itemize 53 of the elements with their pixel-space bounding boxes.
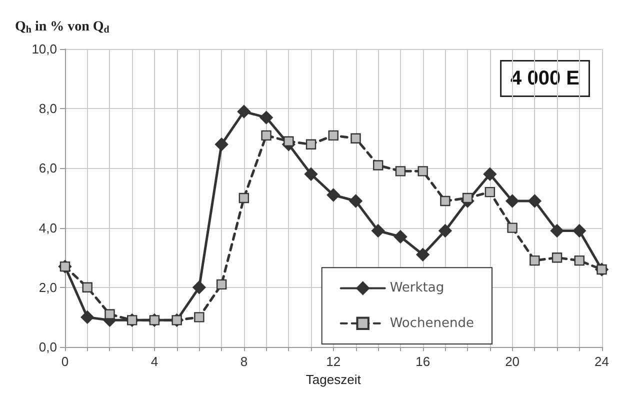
point <box>237 104 251 118</box>
point <box>194 312 204 322</box>
point <box>349 194 362 208</box>
point <box>418 166 428 176</box>
point <box>304 168 318 181</box>
point <box>530 255 540 266</box>
y-tick-label: 0,0 <box>38 340 57 354</box>
point <box>550 224 564 238</box>
point <box>104 309 115 320</box>
point <box>395 166 406 176</box>
point <box>238 192 250 204</box>
point <box>506 194 519 208</box>
point <box>261 130 272 141</box>
y-tick-label: 10,0 <box>32 42 57 56</box>
x-tick-label: 16 <box>416 354 430 369</box>
point <box>326 188 340 202</box>
point <box>484 186 496 198</box>
point <box>260 110 273 124</box>
x-tick-label: 20 <box>505 354 520 369</box>
y-tick-label: 4,0 <box>38 220 57 236</box>
point <box>373 160 384 170</box>
x-tick-label: 4 <box>150 354 158 369</box>
point <box>80 310 94 324</box>
point <box>572 224 586 238</box>
y-tick-label: 8,0 <box>38 101 57 116</box>
point <box>552 252 562 263</box>
point <box>192 280 206 294</box>
point <box>350 133 361 144</box>
point <box>328 130 338 141</box>
x-tick-label: 12 <box>326 354 341 369</box>
point <box>284 136 294 146</box>
point <box>394 230 408 244</box>
point <box>507 222 518 233</box>
x-tick-label: 24 <box>594 354 610 369</box>
legend-label: Werktag <box>390 280 444 296</box>
point <box>214 138 228 151</box>
point <box>416 248 430 262</box>
point <box>440 196 450 206</box>
point <box>438 224 452 238</box>
legend-label: Wochenende <box>390 316 474 331</box>
point <box>216 279 227 290</box>
y-tick-label: 2,0 <box>38 280 57 295</box>
x-axis-title: Tageszeit <box>306 372 362 387</box>
x-tick-label: 0 <box>61 354 69 369</box>
point <box>483 168 497 181</box>
point <box>462 192 473 204</box>
point <box>306 139 316 150</box>
point <box>372 224 385 238</box>
point <box>528 194 542 208</box>
x-tick-label: 8 <box>240 354 248 369</box>
point <box>82 282 92 292</box>
y-tick-label: 6,0 <box>38 160 57 176</box>
point <box>574 255 585 266</box>
